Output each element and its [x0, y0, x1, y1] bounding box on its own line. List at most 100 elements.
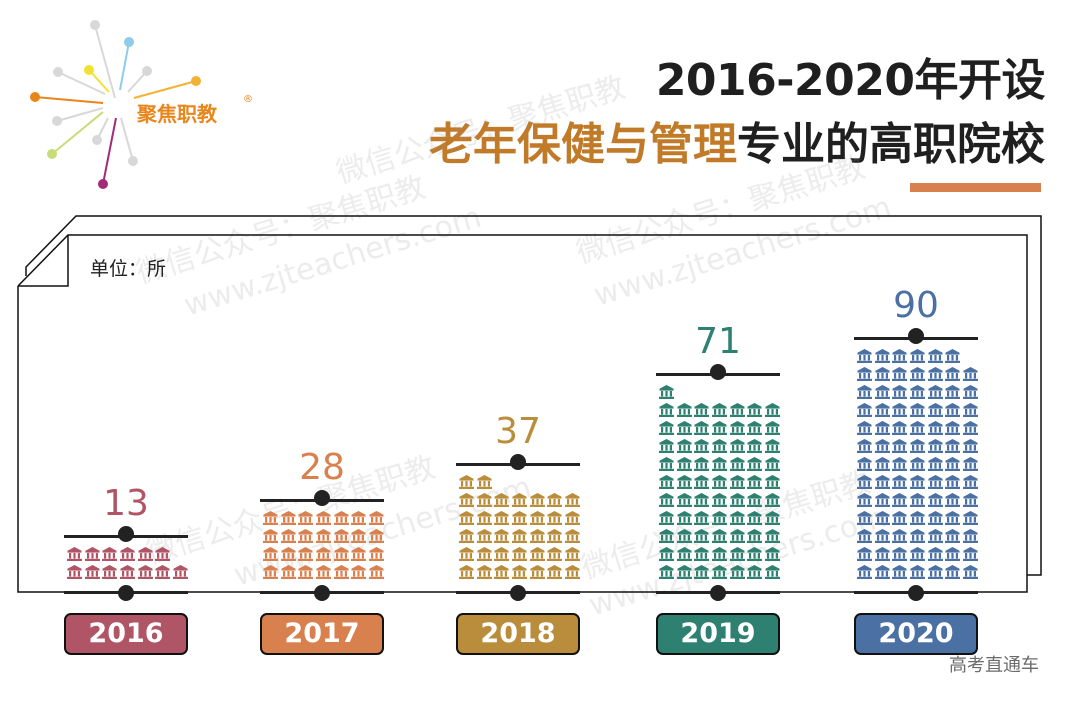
bar-bottom-knob [510, 585, 526, 601]
bar-top-knob [710, 364, 726, 380]
bar-value-label: 90 [893, 285, 939, 326]
building-icon [962, 439, 980, 453]
building-icon [676, 421, 694, 435]
building-icon [874, 385, 892, 399]
building-icon [350, 547, 368, 561]
building-icon [944, 385, 962, 399]
building-icon [728, 529, 746, 543]
title-rest: 专业的高职院校 [737, 119, 1045, 170]
building-icon [693, 547, 711, 561]
building-icon [891, 457, 909, 471]
building-icon [909, 349, 927, 363]
bar-2019: 71 [656, 0, 780, 702]
building-icon [564, 565, 582, 579]
building-icon [711, 493, 729, 507]
building-icon [546, 511, 564, 525]
building-icon [728, 565, 746, 579]
building-icon-grid [66, 545, 190, 581]
building-icon [476, 493, 494, 507]
building-icon [746, 547, 764, 561]
building-icon [962, 385, 980, 399]
building-icon [874, 349, 892, 363]
building-icon [891, 475, 909, 489]
building-icon [676, 493, 694, 507]
building-icon [764, 457, 782, 471]
building-icon [693, 493, 711, 507]
year-badge-2020: 2020 [854, 613, 978, 655]
building-icon [476, 511, 494, 525]
building-icon [728, 493, 746, 507]
building-icon [658, 439, 676, 453]
building-icon [658, 421, 676, 435]
building-icon [315, 529, 333, 543]
building-icon [962, 511, 980, 525]
building-icon [693, 565, 711, 579]
unit-label: 单位：所 [90, 258, 167, 280]
building-icon [711, 547, 729, 561]
bar-bottom-knob [710, 585, 726, 601]
bar-top-knob [118, 526, 134, 542]
building-icon [926, 457, 944, 471]
building-icon [764, 547, 782, 561]
building-icon [658, 403, 676, 417]
building-icon [350, 529, 368, 543]
building-icon [476, 475, 494, 489]
building-icon [350, 511, 368, 525]
building-icon [280, 511, 298, 525]
building-icon [926, 349, 944, 363]
building-icon [856, 493, 874, 507]
bar-2016: 13 [64, 0, 188, 702]
building-icon [926, 421, 944, 435]
building-icon [856, 565, 874, 579]
building-icon [528, 565, 546, 579]
building-icon [874, 403, 892, 417]
building-icon [297, 529, 315, 543]
building-icon [926, 529, 944, 543]
building-icon [962, 493, 980, 507]
building-icon [891, 565, 909, 579]
building-icon [856, 475, 874, 489]
building-icon [962, 547, 980, 561]
building-icon [728, 511, 746, 525]
building-icon [528, 529, 546, 543]
building-icon [962, 403, 980, 417]
building-icon [944, 403, 962, 417]
building-icon [874, 367, 892, 381]
building-icon [262, 565, 280, 579]
building-icon [101, 547, 119, 561]
building-icon [332, 529, 350, 543]
bar-bottom-knob [908, 585, 924, 601]
building-icon [856, 403, 874, 417]
building-icon [350, 565, 368, 579]
building-icon [546, 529, 564, 543]
building-icon [315, 565, 333, 579]
building-icon [119, 547, 137, 561]
building-icon [564, 547, 582, 561]
building-icon [693, 475, 711, 489]
logo-text: 聚焦职教 [137, 102, 217, 126]
logo-starburst-icon [30, 20, 201, 189]
building-icon [66, 565, 84, 579]
registered-mark: ® [243, 94, 253, 105]
building-icon [856, 511, 874, 525]
building-icon [926, 403, 944, 417]
building-icon [926, 565, 944, 579]
building-icon [909, 439, 927, 453]
building-icon [891, 493, 909, 507]
building-icon [136, 565, 154, 579]
building-icon [493, 529, 511, 543]
building-icon-grid [658, 383, 782, 581]
building-icon [926, 385, 944, 399]
building-icon [891, 403, 909, 417]
building-icon [962, 475, 980, 489]
building-icon [746, 421, 764, 435]
building-icon [676, 475, 694, 489]
building-icon [944, 529, 962, 543]
building-icon [909, 421, 927, 435]
building-icon [856, 385, 874, 399]
building-icon [746, 457, 764, 471]
building-icon [280, 565, 298, 579]
building-icon [926, 547, 944, 561]
bar-bottom-knob [118, 585, 134, 601]
building-icon [658, 529, 676, 543]
